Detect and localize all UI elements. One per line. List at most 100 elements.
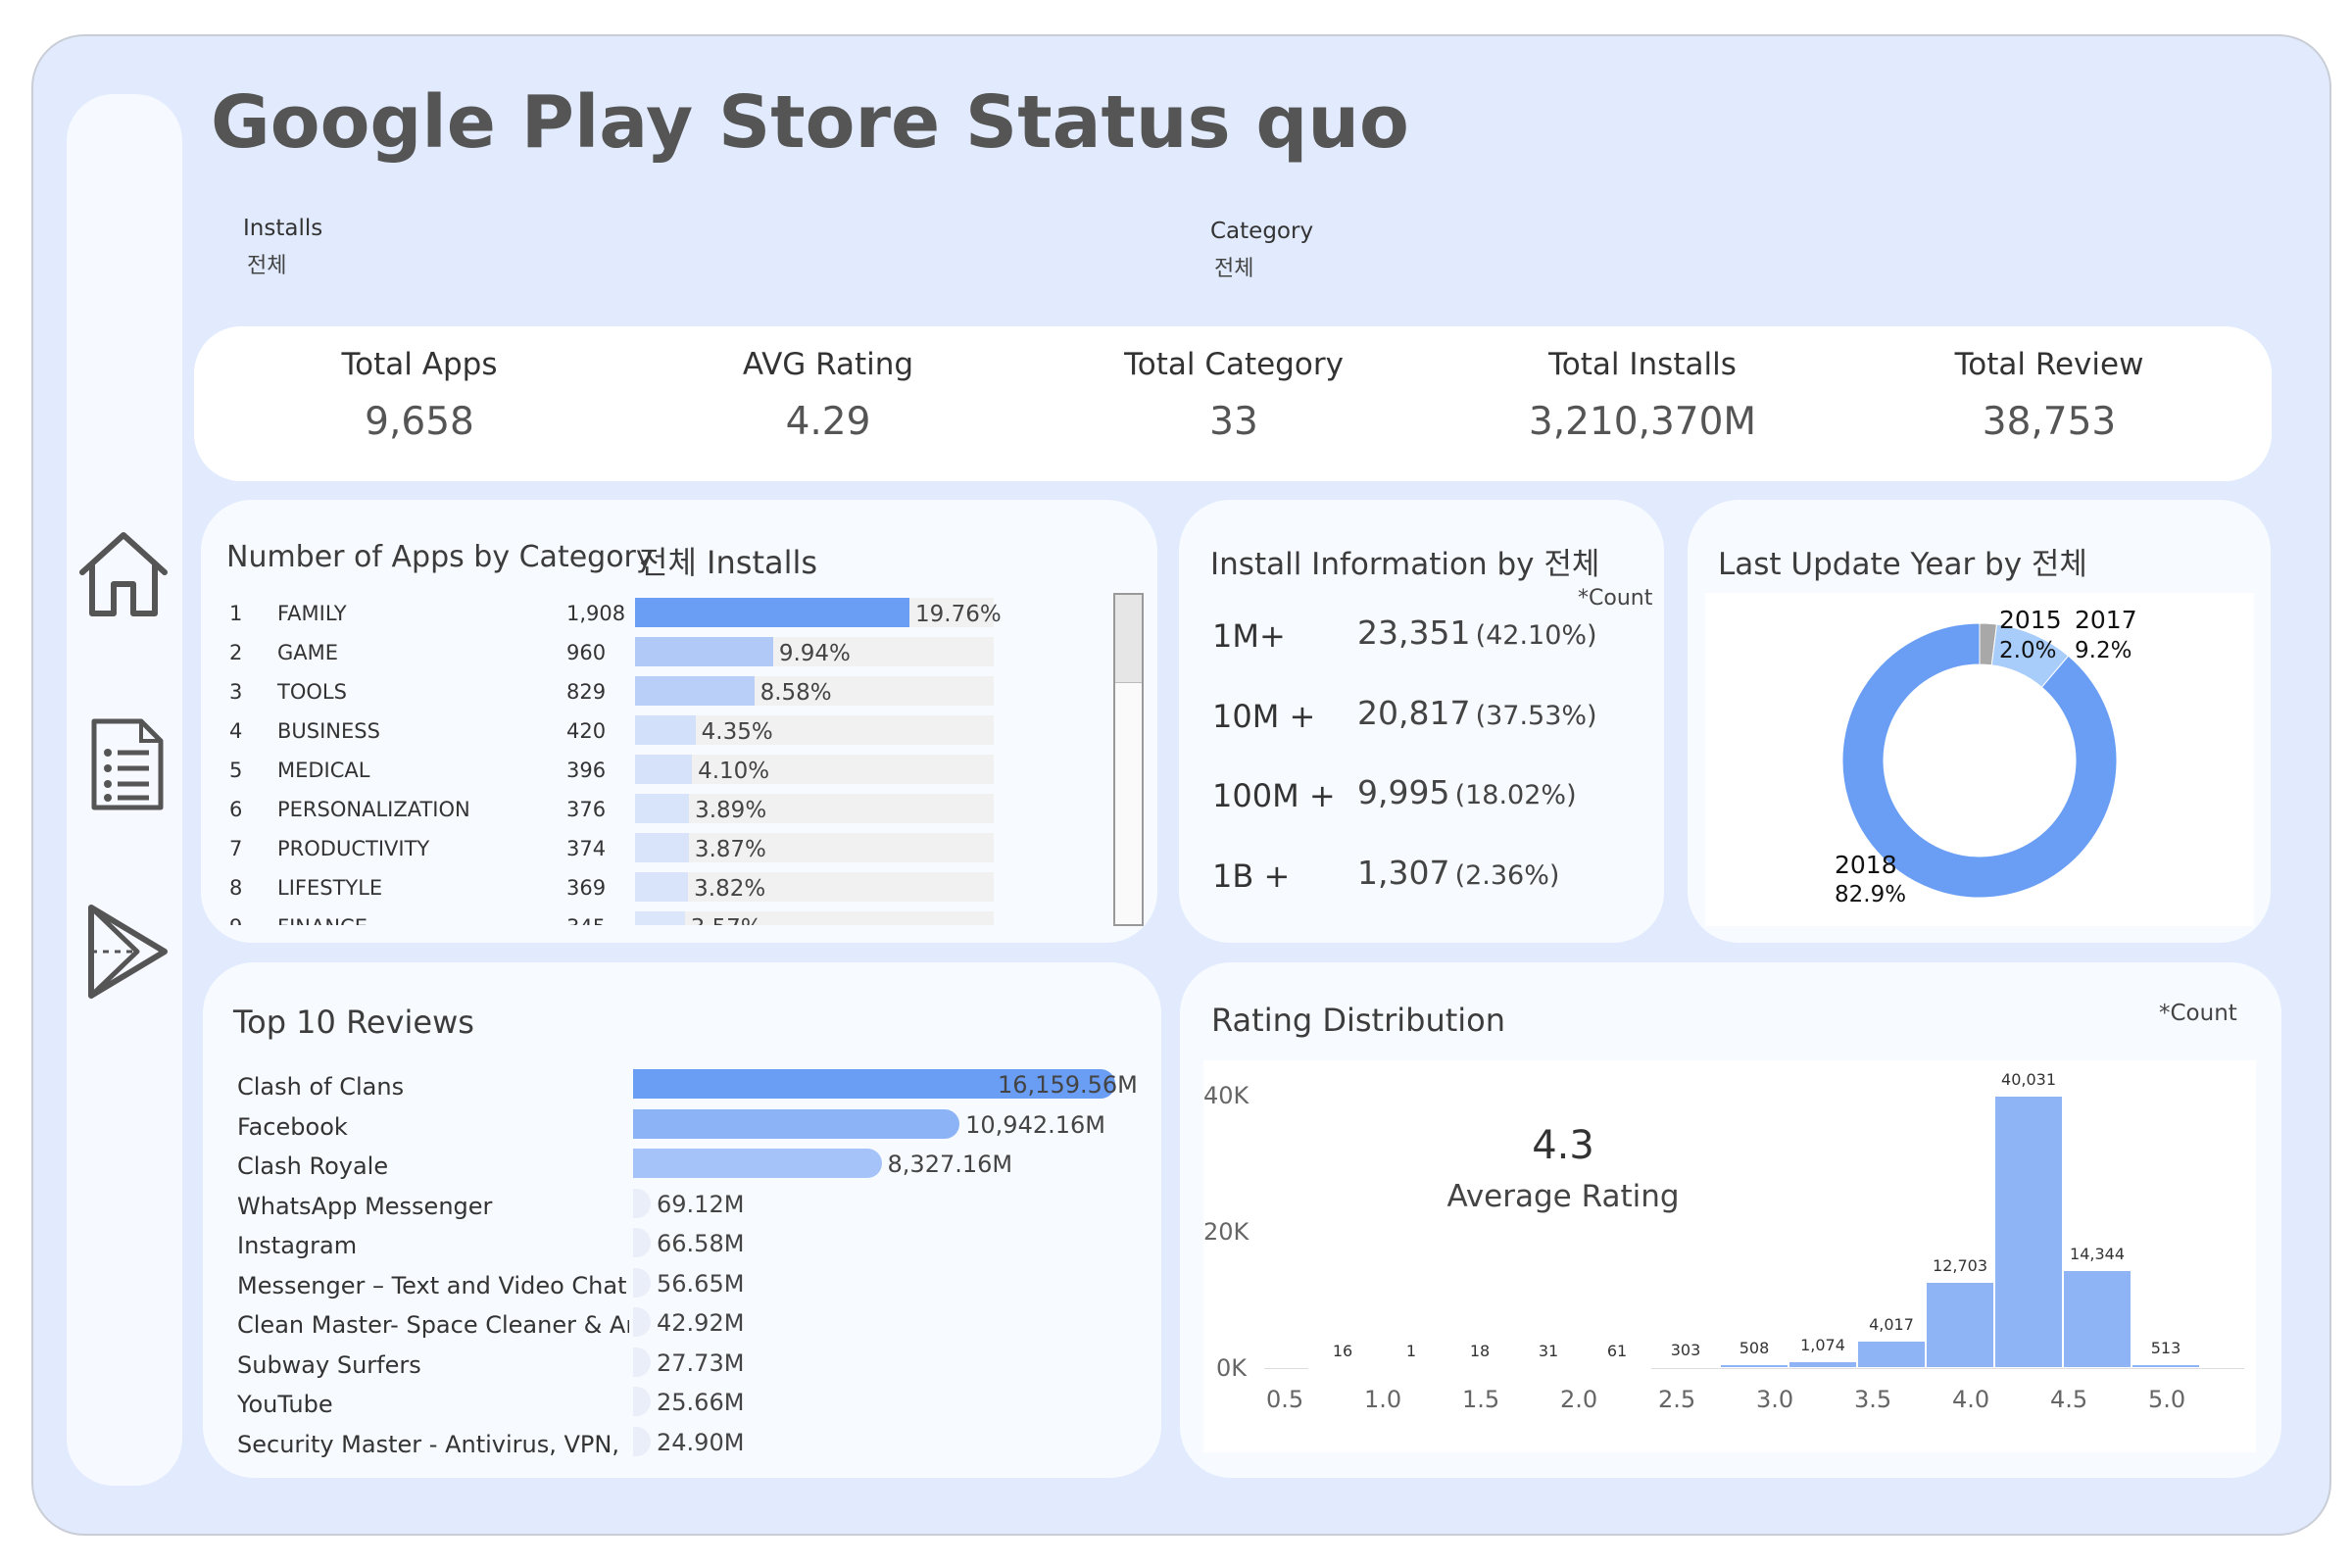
x-tick-label: 3.0	[1756, 1386, 1794, 1413]
kpi-value: 3,210,370M	[1528, 400, 1757, 444]
kpi-total-review: Total Review 38,753	[1848, 347, 2250, 444]
review-row[interactable]: Clean Master- Space Cleaner & Ant.. 42.92…	[0, 1303, 2352, 1343]
category-name: LIFESTYLE	[277, 876, 383, 900]
histogram-bar[interactable]	[1308, 1366, 1377, 1369]
review-row[interactable]: YouTube 25.66M	[0, 1383, 2352, 1422]
install-tier-value: 9,995 (18.02%)	[1357, 773, 1577, 811]
review-bar	[633, 1426, 651, 1456]
install-tier-label: 1B +	[1212, 858, 1291, 895]
category-count: 1,908	[566, 602, 626, 625]
category-rank: 7	[229, 837, 243, 860]
install-count: 9,995	[1357, 773, 1450, 811]
histogram-bar[interactable]	[1720, 1364, 1788, 1368]
installs-filter-value[interactable]: 전체	[247, 254, 287, 278]
install-pct: (37.53%)	[1475, 701, 1597, 731]
x-tick-label: 2.5	[1658, 1386, 1696, 1413]
category-bar	[635, 598, 909, 627]
histogram-bar[interactable]	[1994, 1095, 2063, 1368]
category-bar	[635, 872, 689, 902]
install-tier-label: 1M+	[1212, 617, 1286, 655]
x-tick-label: 4.0	[1952, 1386, 1990, 1413]
install-count: 23,351	[1357, 613, 1471, 652]
donut-label-2017-year: 2017	[2075, 606, 2137, 634]
category-bar-track	[635, 794, 994, 823]
review-row[interactable]: Security Master - Antivirus, VPN, .. 24.9…	[0, 1423, 2352, 1462]
kpi-avg-rating: AVG Rating 4.29	[627, 347, 1029, 444]
review-value: 16,159.56M	[998, 1071, 1138, 1099]
review-row[interactable]: WhatsApp Messenger 69.12M	[0, 1185, 2352, 1224]
review-app-name: Clash Royale	[237, 1152, 389, 1180]
category-pct: 3.57%	[691, 915, 762, 925]
category-name: PERSONALIZATION	[277, 798, 470, 821]
review-bar	[633, 1149, 882, 1178]
category-bar	[635, 715, 696, 745]
review-app-name: YouTube	[237, 1391, 333, 1418]
review-row[interactable]: Facebook 10,942.16M	[0, 1105, 2352, 1145]
histogram-bar[interactable]	[1514, 1366, 1583, 1369]
review-bar	[633, 1347, 651, 1377]
review-bar	[633, 1069, 1115, 1099]
category-rank: 4	[229, 719, 243, 743]
play-store-icon[interactable]	[86, 904, 171, 1000]
category-row[interactable]: 9 FINANCE 345 3.57%	[0, 906, 1107, 925]
review-row[interactable]: Clash of Clans 16,159.56M	[0, 1065, 2352, 1104]
histogram-bar-label: 12,703	[1933, 1255, 1987, 1275]
x-tick-label: 0.5	[1266, 1386, 1304, 1413]
histogram-bar[interactable]	[1377, 1366, 1446, 1369]
donut-label-2018-pct: 82.9%	[1835, 882, 1907, 907]
category-scrollbar-thumb[interactable]	[1115, 595, 1142, 683]
category-row[interactable]: 6 PERSONALIZATION 376 3.89%	[0, 788, 1107, 827]
histogram-bar[interactable]	[2132, 1364, 2200, 1368]
install-tier-value: 20,817 (37.53%)	[1357, 694, 1597, 732]
histogram-bar[interactable]	[1926, 1281, 1994, 1368]
review-row[interactable]: Messenger – Text and Video Chat f.. 56.65…	[0, 1264, 2352, 1303]
category-rank: 1	[229, 602, 243, 625]
review-value: 25.66M	[657, 1389, 745, 1416]
update-year-donut	[1841, 622, 2118, 899]
category-row[interactable]: 1 FAMILY 1,908 19.76%	[0, 592, 1107, 631]
histogram-bar[interactable]	[1857, 1341, 1926, 1368]
category-filter-value[interactable]: 전체	[1214, 257, 1254, 281]
install-tier-value: 23,351 (42.10%)	[1357, 613, 1597, 652]
kpi-total-installs: Total Installs 3,210,370M	[1442, 347, 1843, 444]
category-name: GAME	[277, 641, 339, 664]
review-bar	[633, 1108, 960, 1139]
donut-slice-2018[interactable]	[1841, 622, 2118, 899]
category-row[interactable]: 2 GAME 960 9.94%	[0, 631, 1107, 670]
histogram-bar[interactable]	[2063, 1270, 2132, 1368]
histogram-bar[interactable]	[1651, 1365, 1720, 1368]
y-tick-label: 40K	[1203, 1082, 1250, 1109]
category-row[interactable]: 7 PRODUCTIVITY 374 3.87%	[0, 827, 1107, 866]
review-row[interactable]: Clash Royale 8,327.16M	[0, 1145, 2352, 1184]
review-row[interactable]: Instagram 66.58M	[0, 1224, 2352, 1263]
x-tick-label: 1.5	[1462, 1386, 1500, 1413]
home-icon[interactable]	[76, 529, 171, 619]
review-app-name: Security Master - Antivirus, VPN, ..	[237, 1430, 629, 1458]
install-count: 1,307	[1357, 854, 1450, 892]
review-bar	[633, 1228, 651, 1257]
category-list: 1 FAMILY 1,908 19.76% 2 GAME 960 9.94% 3 TOOLS 829…	[0, 592, 1107, 925]
category-bar	[635, 755, 693, 784]
category-rank: 8	[229, 876, 243, 900]
histogram-bar[interactable]	[1583, 1366, 1651, 1369]
histogram-bar[interactable]	[1788, 1360, 1857, 1368]
x-tick-label: 4.5	[2050, 1386, 2088, 1413]
reviews-panel-title: Top 10 Reviews	[233, 1004, 474, 1041]
review-row[interactable]: Subway Surfers 27.73M	[0, 1344, 2352, 1383]
category-row[interactable]: 8 LIFESTYLE 369 3.82%	[0, 866, 1107, 906]
list-document-icon[interactable]	[90, 717, 165, 811]
category-pct: 3.89%	[695, 798, 767, 823]
category-row[interactable]: 4 BUSINESS 420 4.35%	[0, 710, 1107, 749]
category-panel-title: Number of Apps by Category	[226, 540, 654, 574]
kpi-panel	[194, 326, 2272, 481]
installs-filter-label: Installs	[243, 216, 323, 241]
kpi-value: 9,658	[365, 400, 474, 444]
review-app-name: Clash of Clans	[237, 1073, 405, 1101]
histogram-bar[interactable]	[1446, 1366, 1514, 1369]
category-pct: 3.82%	[694, 876, 766, 902]
category-row[interactable]: 3 TOOLS 829 8.58%	[0, 670, 1107, 710]
category-rank: 6	[229, 798, 243, 821]
category-row[interactable]: 5 MEDICAL 396 4.10%	[0, 749, 1107, 788]
review-value: 66.58M	[657, 1230, 745, 1257]
histogram-bar-label: 1	[1405, 1341, 1417, 1360]
